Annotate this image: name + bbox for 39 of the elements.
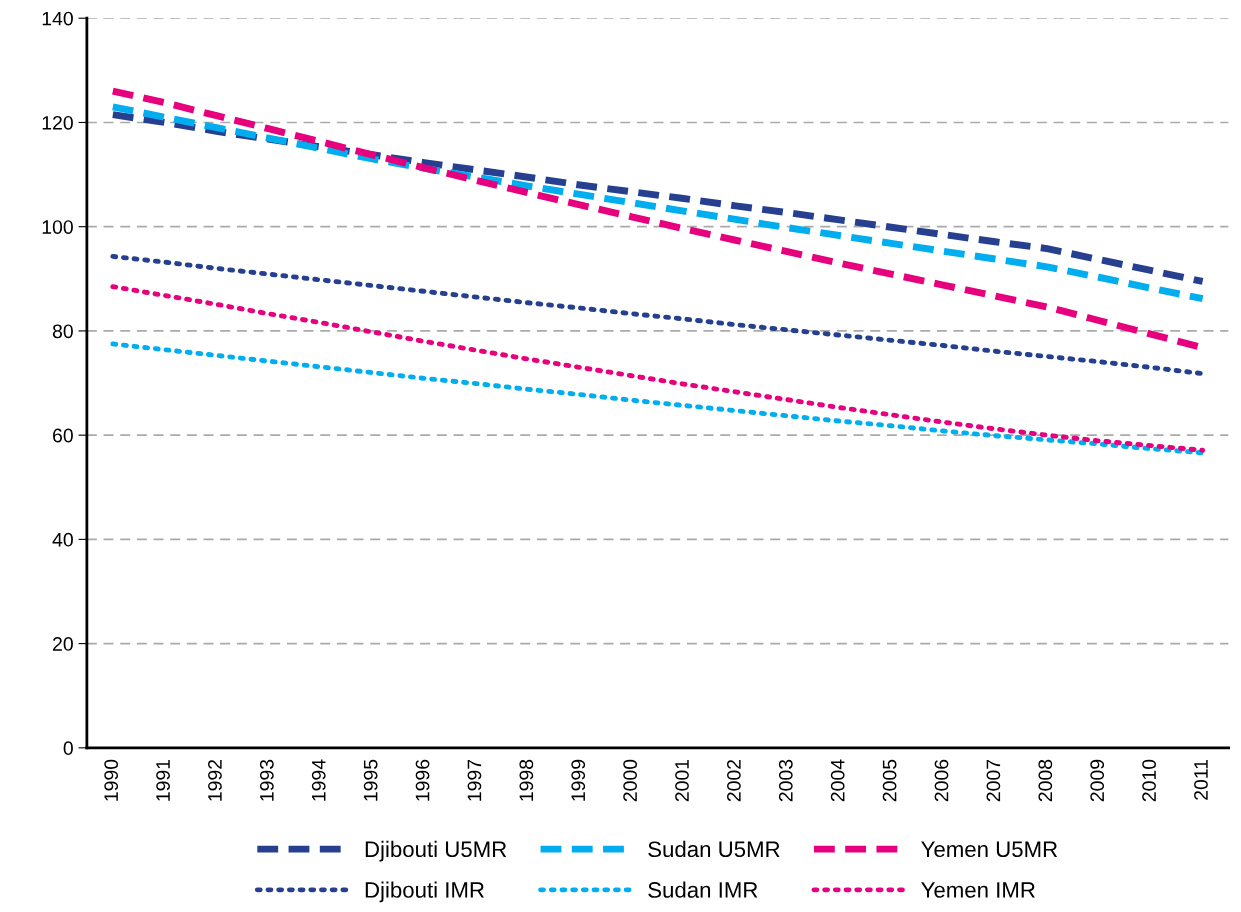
x-tick-label: 2001 bbox=[675, 759, 689, 802]
y-tick-label: 20 bbox=[53, 637, 73, 651]
legend-label: Sudan IMR bbox=[648, 881, 758, 898]
x-tick-label: 1999 bbox=[571, 759, 586, 801]
legend-label: Sudan U5MR bbox=[648, 840, 780, 858]
x-tick-label: 1998 bbox=[519, 759, 534, 801]
line-series bbox=[110, 341, 1206, 456]
legend-label: Yemen U5MR bbox=[921, 841, 1058, 858]
line-series bbox=[110, 284, 1206, 453]
y-tick-label: 0 bbox=[63, 741, 73, 756]
legend-label: Djibouti IMR bbox=[365, 881, 484, 903]
x-tick-label: 1994 bbox=[311, 759, 326, 801]
y-tick-label: 60 bbox=[53, 428, 73, 443]
y-tick-label: 80 bbox=[52, 324, 73, 339]
x-tick-label: 1995 bbox=[363, 759, 378, 801]
legend-label: Yemen IMR bbox=[921, 882, 1035, 898]
x-tick-label: 2003 bbox=[778, 759, 793, 802]
x-tick-label: 2010 bbox=[1142, 759, 1156, 802]
x-tick-label: 1992 bbox=[208, 759, 222, 801]
x-tick-label: 1993 bbox=[259, 759, 274, 801]
x-tick-label: 2009 bbox=[1090, 759, 1105, 802]
x-tick-label: 2005 bbox=[882, 759, 897, 802]
x-tick-label: 2004 bbox=[830, 759, 845, 802]
x-tick-label: 1990 bbox=[104, 759, 119, 801]
y-tick-label: 140 bbox=[42, 11, 73, 26]
legend-label: Djibouti U5MR bbox=[365, 840, 507, 862]
x-tick-label: 2011 bbox=[1194, 759, 1208, 800]
x-tick-label: 2007 bbox=[986, 759, 1001, 802]
x-tick-label: 1991 bbox=[156, 759, 170, 801]
y-tick-label: 100 bbox=[42, 220, 73, 234]
y-tick-label: 40 bbox=[52, 532, 73, 547]
x-tick-label: 2008 bbox=[1038, 759, 1053, 802]
x-tick-label: 1996 bbox=[415, 759, 430, 801]
x-tick-label: 1997 bbox=[467, 759, 482, 801]
x-tick-label: 2006 bbox=[934, 759, 949, 802]
x-tick-label: 2000 bbox=[623, 759, 637, 802]
line-series bbox=[110, 253, 1206, 377]
x-tick-label: 2002 bbox=[727, 759, 741, 802]
y-tick-label: 120 bbox=[42, 115, 73, 130]
